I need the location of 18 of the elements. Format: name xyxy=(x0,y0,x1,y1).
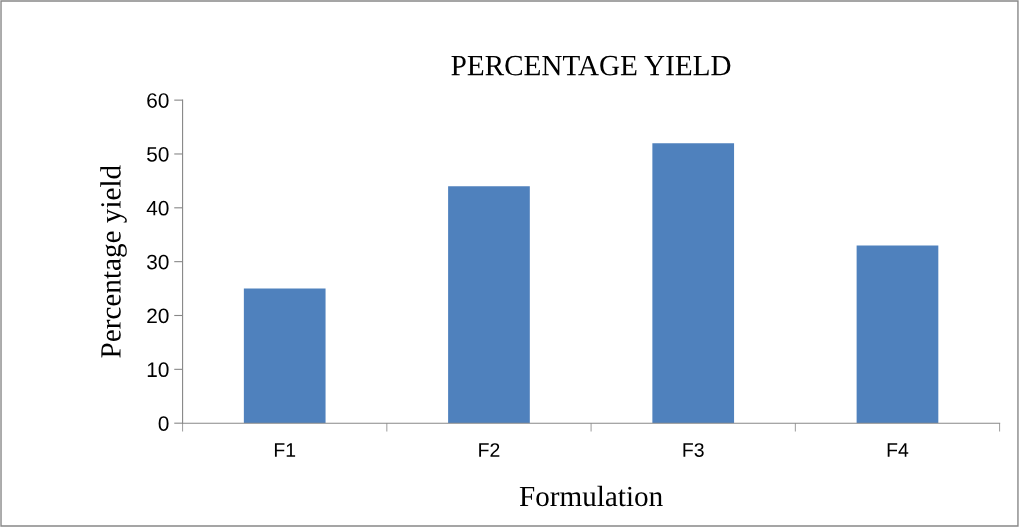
bar xyxy=(652,143,735,424)
y-tick-label: 60 xyxy=(147,93,169,108)
y-tick-label: 0 xyxy=(158,416,169,431)
x-tick-label: F2 xyxy=(479,443,500,457)
y-tick-label: 10 xyxy=(147,362,169,378)
x-tick-label: F1 xyxy=(274,443,296,457)
y-tick-label: 40 xyxy=(146,200,169,216)
x-tick-label: F4 xyxy=(887,443,909,457)
chart-title: PERCENTAGE YIELD xyxy=(451,55,731,76)
bar xyxy=(448,186,530,424)
bar xyxy=(856,245,939,424)
x-axis-title: Formulation xyxy=(519,485,663,507)
y-axis-title: Percentage yield xyxy=(100,165,127,358)
y-tick-label: 20 xyxy=(147,308,169,324)
x-tick-label: F3 xyxy=(683,443,704,457)
bar xyxy=(243,288,326,424)
y-tick-label: 30 xyxy=(147,254,169,270)
y-tick-label: 50 xyxy=(147,146,169,162)
